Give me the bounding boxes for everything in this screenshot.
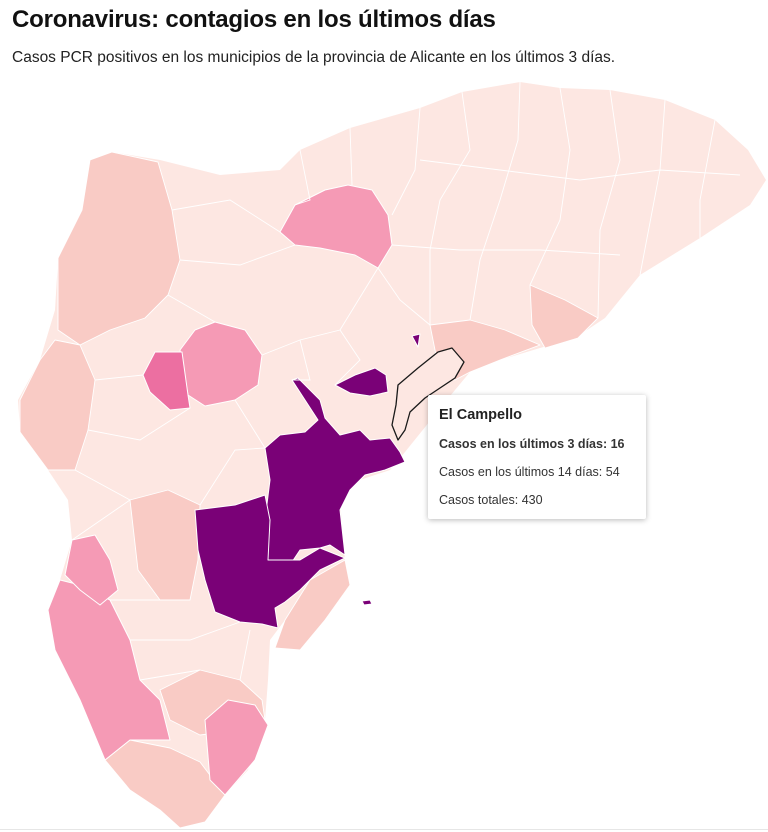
municipality-south-east-b[interactable] bbox=[204, 699, 269, 796]
municipality-far-south[interactable] bbox=[104, 739, 226, 829]
page-subtitle: Casos PCR positivos en los municipios de… bbox=[12, 49, 616, 66]
municipality-elche-south[interactable] bbox=[194, 494, 346, 629]
tooltip-cases-14d-value: 54 bbox=[605, 465, 620, 479]
tooltip-cases-14d-label: Casos en los últimos 14 días: bbox=[439, 465, 603, 479]
tooltip-cases-total-value: 430 bbox=[521, 493, 543, 507]
page-title: Coronavirus: contagios en los últimos dí… bbox=[12, 6, 496, 33]
municipality-coast-benidorm[interactable] bbox=[529, 284, 599, 349]
map-svg bbox=[18, 81, 766, 829]
municipality-islet[interactable] bbox=[361, 599, 373, 606]
tooltip-cases-total: Casos totales: 430 bbox=[439, 493, 543, 507]
municipality-pink-west[interactable] bbox=[142, 351, 191, 411]
tooltip-cases-total-label: Casos totales: bbox=[439, 493, 519, 507]
municipality-villena-area[interactable] bbox=[179, 321, 263, 407]
tooltip-cases-3d: Casos en los últimos 3 días: 16 bbox=[439, 437, 625, 451]
municipality-southwest-b[interactable] bbox=[64, 534, 119, 606]
municipality-small-north[interactable] bbox=[411, 333, 421, 348]
municipality-mutxamel[interactable] bbox=[334, 367, 389, 397]
municipality-south-coast[interactable] bbox=[274, 559, 351, 651]
choropleth-map bbox=[0, 78, 768, 832]
tooltip-title: El Campello bbox=[439, 407, 522, 423]
municipality-west-a[interactable] bbox=[19, 339, 96, 471]
municipality-south-a[interactable] bbox=[129, 489, 201, 601]
municipality-tooltip: El Campello Casos en los últimos 3 días:… bbox=[428, 395, 646, 519]
municipality-borders bbox=[71, 81, 741, 681]
tooltip-cases-3d-label: Casos en los últimos 3 días: bbox=[439, 437, 608, 451]
municipality-el-campello[interactable] bbox=[391, 347, 465, 441]
bottom-divider bbox=[0, 829, 768, 830]
municipality-alcoy-area[interactable] bbox=[279, 184, 393, 269]
tooltip-cases-3d-value: 16 bbox=[610, 437, 625, 451]
tooltip-cases-14d: Casos en los últimos 14 días: 54 bbox=[439, 465, 620, 479]
